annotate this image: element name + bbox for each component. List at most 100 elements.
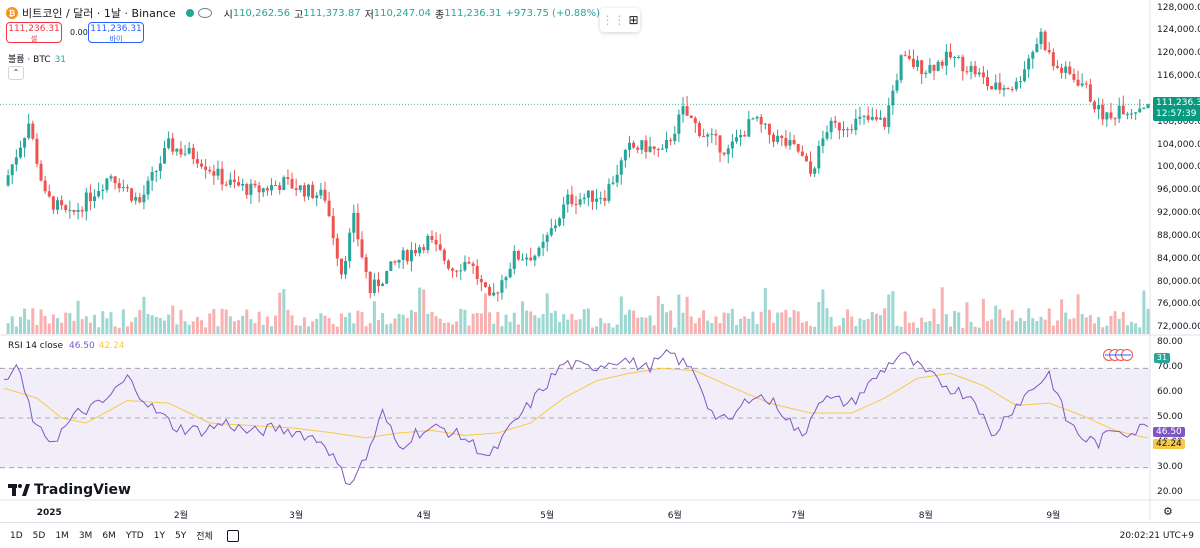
volume-bar bbox=[1023, 320, 1027, 334]
range-all[interactable]: 전체 bbox=[196, 532, 213, 542]
volume-bar bbox=[109, 312, 113, 334]
candle-body bbox=[232, 179, 236, 183]
sell-button[interactable]: 111,236.31 셀 bbox=[6, 22, 62, 43]
volume-bar bbox=[553, 310, 557, 334]
candle-body bbox=[693, 118, 697, 124]
volume-bar bbox=[784, 309, 788, 334]
volume-bar bbox=[767, 309, 771, 334]
high-label: 고 bbox=[294, 9, 304, 21]
candle-body bbox=[911, 58, 915, 67]
volume-label: 볼륨 · BTC bbox=[8, 55, 51, 65]
volume-bar bbox=[870, 311, 874, 334]
volume-bar bbox=[883, 308, 887, 334]
volume-bar bbox=[1035, 321, 1039, 334]
candle-body bbox=[195, 159, 199, 164]
volume-bar bbox=[788, 317, 792, 334]
rsi-legend[interactable]: RSI 14 close 46.50 42.24 bbox=[8, 341, 125, 351]
range-1y[interactable]: 1Y bbox=[153, 530, 165, 541]
volume-legend[interactable]: 볼륨 · BTC 31 bbox=[8, 52, 66, 65]
close-value: 111,236.31 bbox=[444, 7, 502, 19]
events-flags[interactable] bbox=[1102, 347, 1136, 366]
range-1m[interactable]: 1M bbox=[55, 530, 69, 541]
volume-bar bbox=[187, 324, 191, 334]
volume-bar bbox=[64, 312, 68, 334]
collapse-legend-button[interactable]: ⌃ bbox=[8, 66, 24, 80]
drag-handle-icon[interactable]: ⋮⋮ bbox=[601, 13, 626, 27]
candle-body bbox=[356, 212, 360, 240]
volume-bar bbox=[167, 314, 171, 334]
candle-body bbox=[570, 194, 574, 204]
volume-bar bbox=[607, 323, 611, 334]
volume-bar bbox=[656, 296, 660, 334]
candle-body bbox=[331, 216, 335, 239]
volume-bar bbox=[977, 327, 981, 334]
volume-bar bbox=[364, 326, 368, 334]
volume-bar bbox=[319, 313, 323, 334]
tradingview-logo[interactable]: TradingView bbox=[8, 482, 131, 498]
candle-body bbox=[282, 177, 286, 191]
range-3m[interactable]: 3M bbox=[78, 530, 93, 541]
candle-body bbox=[18, 147, 22, 158]
candle-body bbox=[455, 270, 459, 272]
volume-bar bbox=[772, 322, 776, 334]
volume-bar bbox=[125, 326, 129, 334]
candle-body bbox=[903, 55, 907, 57]
candle-body bbox=[1010, 89, 1014, 91]
candle-body bbox=[883, 117, 887, 127]
gear-icon[interactable]: ⚙ bbox=[1163, 505, 1173, 518]
volume-bar bbox=[138, 310, 142, 334]
volume-badge: 31 bbox=[1154, 353, 1170, 363]
candle-body bbox=[105, 178, 109, 190]
candle-body bbox=[134, 197, 138, 201]
volume-bar bbox=[335, 326, 339, 334]
candle-body bbox=[734, 137, 738, 142]
candle-body bbox=[64, 205, 68, 211]
candle-body bbox=[747, 119, 751, 137]
candle-body bbox=[627, 142, 631, 150]
candle-body bbox=[920, 60, 924, 74]
volume-bar bbox=[237, 320, 241, 334]
candle-body bbox=[121, 187, 125, 189]
volume-bar bbox=[516, 324, 520, 334]
candle-body bbox=[870, 116, 874, 120]
range-5y[interactable]: 5Y bbox=[174, 530, 187, 541]
object-tree-icon[interactable]: ⊞ bbox=[628, 13, 639, 27]
sell-price: 111,236.31 bbox=[8, 24, 60, 34]
eye-icon[interactable] bbox=[197, 8, 212, 18]
volume-bar bbox=[611, 327, 615, 334]
buy-button[interactable]: 111,236.31 바이 bbox=[88, 22, 144, 43]
range-ytd[interactable]: YTD bbox=[125, 530, 144, 541]
volume-bar bbox=[150, 315, 154, 334]
candle-body bbox=[850, 129, 854, 131]
volume-bar bbox=[1076, 294, 1080, 334]
volume-bar bbox=[504, 314, 508, 334]
range-5d[interactable]: 5D bbox=[32, 530, 46, 541]
calendar-icon[interactable] bbox=[226, 529, 239, 542]
range-1d[interactable]: 1D bbox=[10, 530, 23, 541]
price-axis-label: 124,000.00 bbox=[1157, 25, 1200, 36]
candle-body bbox=[722, 152, 726, 155]
volume-bar bbox=[1130, 321, 1134, 334]
symbol-title[interactable]: 비트코인 / 달러 · 1날 · Binance bbox=[22, 7, 176, 20]
volume-bar bbox=[981, 298, 985, 334]
price-axis-label: 76,000.00 bbox=[1157, 299, 1200, 310]
candle-body bbox=[385, 270, 389, 284]
volume-bar bbox=[632, 310, 636, 334]
candle-body bbox=[339, 258, 343, 275]
tradingview-logo-text: TradingView bbox=[34, 482, 131, 498]
volume-bar bbox=[809, 325, 813, 334]
candle-body bbox=[1064, 66, 1068, 73]
candle-body bbox=[1006, 87, 1010, 90]
utc-clock[interactable]: 20:02:21 UTC+9 bbox=[1119, 531, 1194, 541]
candle-body bbox=[158, 163, 162, 171]
last-price-tag: 111,236.3112:57:39 bbox=[1153, 97, 1200, 121]
volume-bar bbox=[451, 324, 455, 334]
candle-body bbox=[504, 277, 508, 281]
volume-bar bbox=[948, 326, 952, 334]
volume-bar bbox=[179, 309, 183, 334]
range-6m[interactable]: 6M bbox=[102, 530, 116, 541]
candle-body bbox=[1109, 112, 1113, 119]
candle-body bbox=[389, 261, 393, 271]
candle-body bbox=[426, 235, 430, 251]
